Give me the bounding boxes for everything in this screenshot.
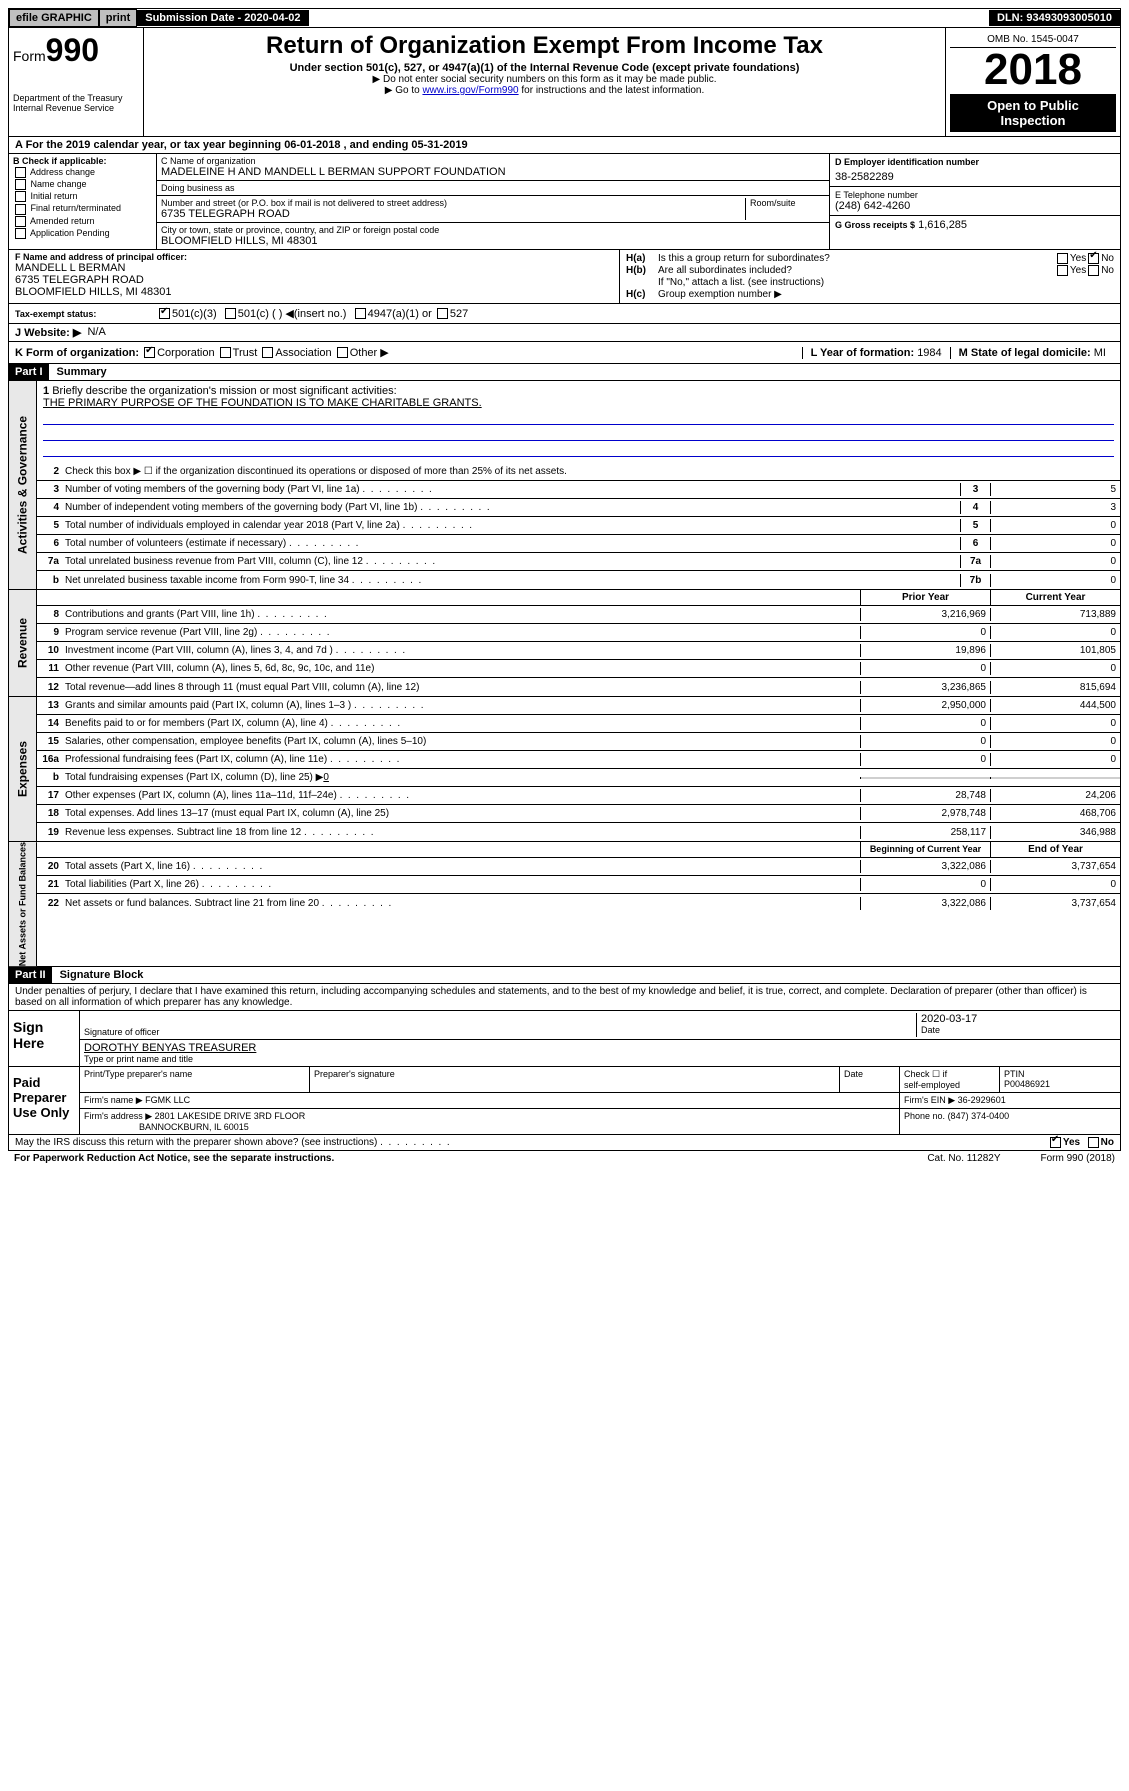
city-value: BLOOMFIELD HILLS, MI 48301 bbox=[161, 235, 825, 247]
org-name-label: C Name of organization bbox=[161, 156, 825, 166]
form-number: Form990 bbox=[13, 32, 139, 69]
check-amended-return[interactable]: Amended return bbox=[13, 216, 152, 227]
ha-yes[interactable] bbox=[1057, 253, 1068, 264]
check-501c[interactable] bbox=[225, 308, 236, 319]
check-final-return[interactable]: Final return/terminated bbox=[13, 203, 152, 214]
sign-here-label: Sign Here bbox=[9, 1011, 79, 1066]
discuss-yes[interactable] bbox=[1050, 1137, 1061, 1148]
section-h: H(a)Is this a group return for subordina… bbox=[620, 250, 1120, 303]
section-c: C Name of organization MADELEINE H AND M… bbox=[157, 154, 830, 249]
city-label: City or town, state or province, country… bbox=[161, 225, 825, 235]
print-button[interactable]: print bbox=[99, 9, 137, 27]
check-name-change[interactable]: Name change bbox=[13, 179, 152, 190]
open-public-badge: Open to Public Inspection bbox=[950, 94, 1116, 132]
section-f-h-row: F Name and address of principal officer:… bbox=[8, 250, 1121, 304]
form-subtitle-1: Under section 501(c), 527, or 4947(a)(1)… bbox=[152, 62, 937, 74]
mission-text: THE PRIMARY PURPOSE OF THE FOUNDATION IS… bbox=[43, 397, 1114, 409]
submission-date: Submission Date - 2020-04-02 bbox=[137, 10, 308, 26]
check-other[interactable] bbox=[337, 347, 348, 358]
governance-tab: Activities & Governance bbox=[9, 381, 37, 589]
ein-label: D Employer identification number bbox=[835, 157, 1115, 167]
hb-yes[interactable] bbox=[1057, 265, 1068, 276]
page-footer: For Paperwork Reduction Act Notice, see … bbox=[8, 1151, 1121, 1166]
part-i-header: Part I Summary bbox=[8, 364, 1121, 381]
check-501c3[interactable] bbox=[159, 308, 170, 319]
governance-section: Activities & Governance 1 Briefly descri… bbox=[8, 381, 1121, 590]
check-initial-return[interactable]: Initial return bbox=[13, 191, 152, 202]
expenses-tab: Expenses bbox=[9, 697, 37, 841]
check-corporation[interactable] bbox=[144, 347, 155, 358]
form-subtitle-3: ▶ Go to www.irs.gov/Form990 for instruct… bbox=[152, 85, 937, 96]
section-j-row: J Website: ▶ N/A bbox=[8, 324, 1121, 342]
paid-preparer-label: Paid Preparer Use Only bbox=[9, 1067, 79, 1134]
section-i-row: Tax-exempt status: 501(c)(3) 501(c) ( ) … bbox=[8, 304, 1121, 324]
check-association[interactable] bbox=[262, 347, 273, 358]
ein-value: 38-2582289 bbox=[835, 171, 1115, 183]
section-b-checks: B Check if applicable: Address change Na… bbox=[9, 154, 157, 249]
right-info-col: D Employer identification number 38-2582… bbox=[830, 154, 1120, 249]
entity-info-row: B Check if applicable: Address change Na… bbox=[8, 154, 1121, 250]
phone-label: E Telephone number bbox=[835, 190, 1115, 200]
check-4947[interactable] bbox=[355, 308, 366, 319]
addr-label: Number and street (or P.O. box if mail i… bbox=[161, 198, 745, 208]
check-trust[interactable] bbox=[220, 347, 231, 358]
top-bar: efile GRAPHIC print Submission Date - 20… bbox=[8, 8, 1121, 28]
revenue-tab: Revenue bbox=[9, 590, 37, 696]
form-header: Form990 Department of the Treasury Inter… bbox=[8, 28, 1121, 137]
part-ii-header: Part II Signature Block bbox=[8, 967, 1121, 984]
form-title: Return of Organization Exempt From Incom… bbox=[152, 32, 937, 60]
signer-name: DOROTHY BENYAS TREASURER bbox=[84, 1042, 1116, 1054]
dba-label: Doing business as bbox=[161, 183, 825, 193]
dept-treasury: Department of the Treasury Internal Reve… bbox=[13, 93, 139, 113]
check-address-change[interactable]: Address change bbox=[13, 167, 152, 178]
addr-value: 6735 TELEGRAPH ROAD bbox=[161, 208, 745, 220]
expenses-section: Expenses 13Grants and similar amounts pa… bbox=[8, 697, 1121, 842]
gross-receipts-label: G Gross receipts $ bbox=[835, 220, 915, 230]
form-subtitle-2: ▶ Do not enter social security numbers o… bbox=[152, 74, 937, 85]
perjury-text: Under penalties of perjury, I declare th… bbox=[9, 984, 1120, 1010]
period-row: A For the 2019 calendar year, or tax yea… bbox=[8, 137, 1121, 154]
discuss-no[interactable] bbox=[1088, 1137, 1099, 1148]
section-k-row: K Form of organization: Corporation Trus… bbox=[8, 342, 1121, 364]
tax-year: 2018 bbox=[950, 48, 1116, 92]
net-assets-tab: Net Assets or Fund Balances bbox=[9, 842, 37, 966]
hb-no[interactable] bbox=[1088, 265, 1099, 276]
check-application-pending[interactable]: Application Pending bbox=[13, 228, 152, 239]
efile-badge: efile GRAPHIC bbox=[9, 9, 99, 27]
irs-link[interactable]: www.irs.gov/Form990 bbox=[422, 85, 518, 96]
revenue-section: Revenue Prior YearCurrent Year 8Contribu… bbox=[8, 590, 1121, 697]
signature-section: Under penalties of perjury, I declare th… bbox=[8, 984, 1121, 1151]
section-f: F Name and address of principal officer:… bbox=[9, 250, 620, 303]
room-suite-label: Room/suite bbox=[745, 198, 825, 220]
discuss-question: May the IRS discuss this return with the… bbox=[15, 1137, 1048, 1148]
org-name: MADELEINE H AND MANDELL L BERMAN SUPPORT… bbox=[161, 166, 825, 178]
phone-value: (248) 642-4260 bbox=[835, 200, 1115, 212]
gross-receipts-value: 1,616,285 bbox=[918, 219, 967, 231]
ha-no[interactable] bbox=[1088, 253, 1099, 264]
dln-label: DLN: 93493093005010 bbox=[989, 10, 1120, 26]
net-assets-section: Net Assets or Fund Balances Beginning of… bbox=[8, 842, 1121, 967]
check-527[interactable] bbox=[437, 308, 448, 319]
